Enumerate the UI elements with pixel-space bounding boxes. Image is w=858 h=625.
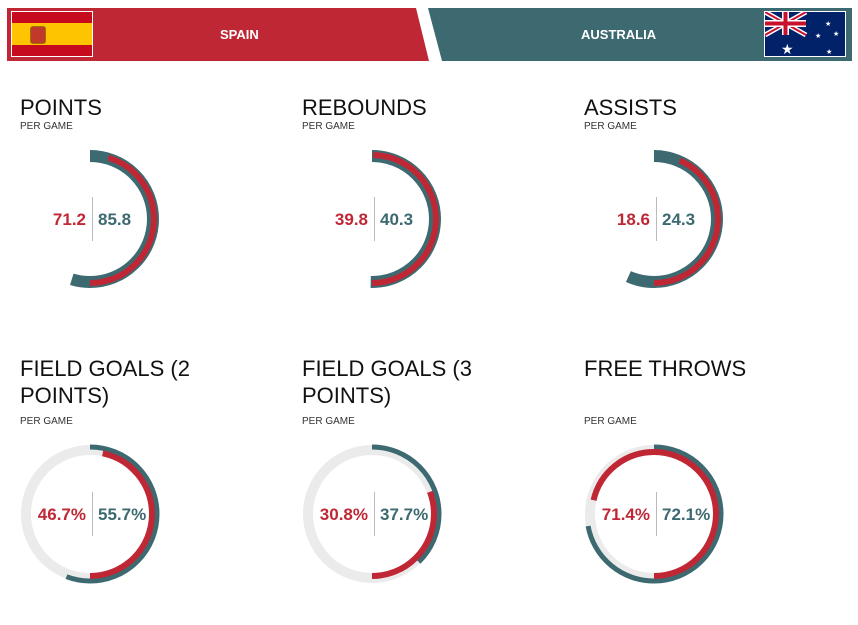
stat-title: REBOUNDS [302,95,427,120]
divider [656,492,657,536]
team-left-name: SPAIN [220,27,259,42]
spain-value: 46.7% [37,505,86,524]
divider [92,492,93,536]
stat-card: FIELD GOALS (3 POINTS) PER GAME 30.8% 37… [302,355,572,625]
team-right-banner: AUSTRALIA ★ ★ ★ ★ ★ [428,8,852,61]
australia-value: 37.7% [380,505,429,524]
spain-value: 39.8 [334,210,368,229]
stat-card: POINTS PER GAME 71.2 85.8 [20,94,290,364]
spain-arc [307,449,437,579]
australia-value: 55.7% [98,505,147,524]
spain-value: 71.2 [52,210,86,229]
stat-title: ASSISTS [584,95,677,120]
australia-arc [302,444,442,584]
spain-arc [25,449,155,579]
stat-card: FREE THROWS PER GAME 71.4% 72.1% [584,355,854,625]
stat-card: ASSISTS PER GAME 18.6 24.3 [584,94,854,364]
donut-chart [585,150,723,288]
stat-subtitle: PER GAME [584,416,637,427]
svg-text:★: ★ [815,32,821,40]
svg-text:★: ★ [833,30,839,38]
australia-arc [20,444,160,584]
stat-card: FIELD GOALS (2 POINTS) PER GAME 46.7% 55… [20,355,290,625]
stat-title: FIELD GOALS (2 POINTS) [20,356,190,408]
svg-text:★: ★ [826,48,832,56]
donut-chart [21,150,159,288]
spain-value: 30.8% [319,505,368,524]
donut-chart [20,444,160,584]
donut-chart [584,444,724,584]
spain-arc [587,152,721,286]
stat-subtitle: PER GAME [20,121,73,132]
divider [656,197,657,241]
australia-value: 85.8 [98,210,132,229]
spain-value: 71.4% [601,505,650,524]
donut-chart [303,150,441,288]
spain-value: 18.6 [616,210,650,229]
spain-arc [305,152,439,286]
australia-value: 24.3 [662,210,696,229]
stat-subtitle: PER GAME [302,416,355,427]
svg-text:★: ★ [781,41,794,57]
stat-title: POINTS [20,95,102,120]
australia-flag-icon: ★ ★ ★ ★ ★ [764,11,846,57]
spain-flag-icon [11,11,93,57]
divider [374,492,375,536]
divider [92,197,93,241]
stat-title: FIELD GOALS (3 POINTS) [302,356,472,408]
australia-value: 72.1% [662,505,711,524]
donut-chart [302,444,442,584]
divider [374,197,375,241]
svg-text:★: ★ [825,20,831,28]
stat-subtitle: PER GAME [584,121,637,132]
australia-value: 40.3 [380,210,414,229]
stat-subtitle: PER GAME [302,121,355,132]
spain-arc [23,152,157,286]
spain-arc [589,449,719,579]
stat-card: REBOUNDS PER GAME 39.8 40.3 [302,94,572,364]
stat-subtitle: PER GAME [20,416,73,427]
stat-title: FREE THROWS [584,356,747,381]
australia-arc [584,444,724,584]
team-left-banner: SPAIN [7,8,429,61]
team-right-name: AUSTRALIA [581,27,657,42]
